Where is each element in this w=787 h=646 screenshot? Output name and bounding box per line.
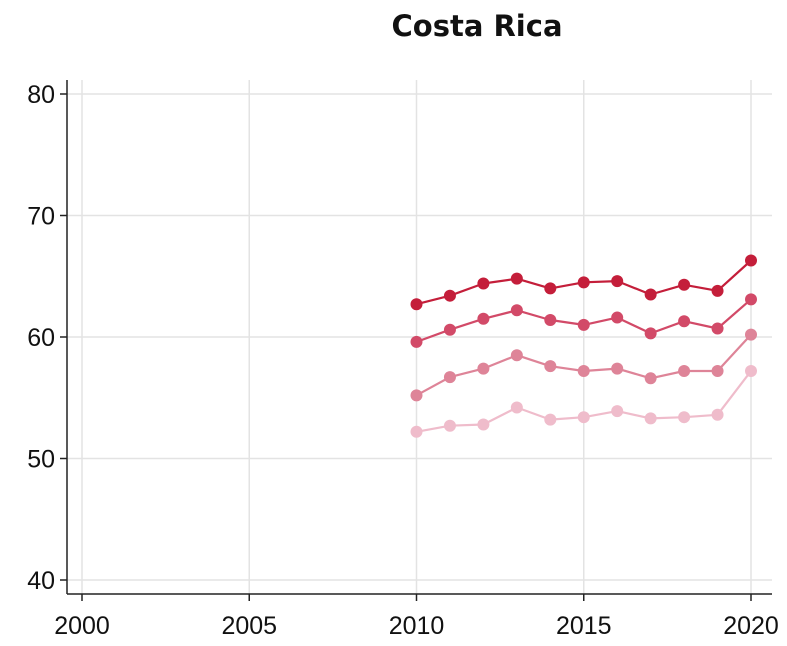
data-point — [678, 365, 691, 378]
y-tick-label: 70 — [27, 203, 55, 231]
y-tick-label: 60 — [27, 324, 55, 352]
data-point — [544, 282, 557, 295]
data-point — [577, 318, 590, 331]
y-tick-label: 50 — [27, 446, 55, 474]
data-point — [644, 372, 657, 385]
y-tick-label: 40 — [27, 567, 55, 595]
data-point — [477, 418, 490, 431]
data-point — [711, 284, 724, 297]
series-2 — [410, 293, 757, 348]
data-point — [410, 389, 423, 402]
data-point — [443, 371, 456, 384]
data-point — [745, 254, 757, 267]
series-4 — [410, 365, 757, 438]
data-point — [510, 349, 523, 362]
data-point — [443, 323, 456, 336]
data-point — [745, 293, 757, 306]
data-point — [611, 275, 624, 288]
data-point — [410, 335, 423, 348]
data-point — [510, 272, 523, 285]
axes: 40 50 60 70 80 2000 2005 2010 2015 2020 — [27, 80, 779, 640]
data-point — [544, 313, 557, 326]
data-point — [711, 322, 724, 335]
data-point — [544, 360, 557, 373]
data-point — [678, 278, 691, 291]
data-point — [477, 277, 490, 290]
data-point — [644, 288, 657, 301]
data-point — [611, 405, 624, 418]
x-tick-label: 2015 — [556, 612, 612, 640]
data-point — [745, 365, 757, 378]
data-point — [711, 365, 724, 378]
chart-title: Costa Rica — [391, 9, 562, 43]
data-point — [644, 412, 657, 425]
y-tick-label: 80 — [27, 81, 55, 109]
data-point — [477, 362, 490, 375]
data-point — [577, 276, 590, 289]
data-point — [410, 298, 423, 311]
data-point — [477, 312, 490, 325]
data-point — [410, 425, 423, 438]
data-point — [510, 401, 523, 414]
x-tick-label: 2010 — [389, 612, 445, 640]
data-point — [443, 419, 456, 432]
data-point — [611, 362, 624, 375]
data-point — [544, 413, 557, 426]
data-point — [577, 411, 590, 424]
series-layer — [410, 254, 757, 438]
data-point — [745, 328, 757, 341]
series-1 — [410, 254, 757, 311]
x-tick-label: 2000 — [54, 612, 110, 640]
x-tick-label: 2005 — [221, 612, 277, 640]
data-point — [644, 327, 657, 340]
series-3 — [410, 328, 757, 402]
data-point — [711, 408, 724, 421]
data-point — [510, 304, 523, 317]
data-point — [443, 289, 456, 302]
data-point — [678, 411, 691, 424]
data-point — [611, 311, 624, 324]
data-point — [678, 315, 691, 328]
x-tick-label: 2020 — [723, 612, 779, 640]
data-point — [577, 365, 590, 378]
